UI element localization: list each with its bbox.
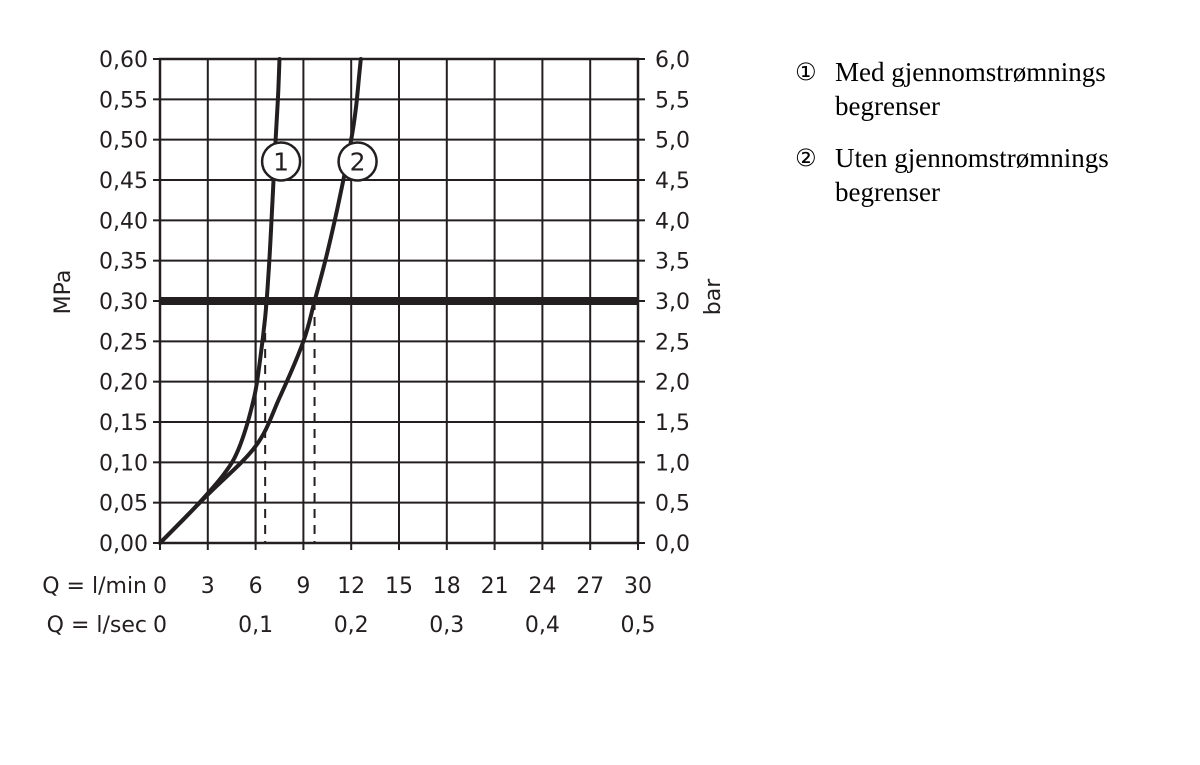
x-tick-label-lsec: 0,4 (525, 613, 560, 638)
x-tick-label-lmin: 15 (385, 574, 413, 599)
x-tick-label-lmin: 30 (624, 574, 652, 599)
y-tick-label-left: 0,40 (99, 209, 148, 234)
y-tick-label-right: 2,5 (655, 330, 690, 355)
y-tick-label-left: 0,35 (99, 250, 148, 275)
y-axis-label-left: MPa (51, 270, 76, 315)
y-tick-label-right: 1,5 (655, 411, 690, 436)
x-tick-label-lmin: 0 (153, 574, 167, 599)
y-tick-label-left: 0,60 (99, 48, 148, 73)
x-tick-label-lmin: 12 (337, 574, 365, 599)
y-tick-label-right: 3,5 (655, 250, 690, 275)
curve-marker-circle-1 (260, 141, 302, 182)
legend-marker-1: ① (795, 58, 817, 86)
legend: ① Med gjennomstrømnings begrenser ② Uten… (795, 55, 1190, 227)
y-tick-label-left: 0,45 (99, 169, 148, 194)
legend-text-1: Med gjennomstrømnings begrenser (835, 57, 1106, 121)
y-tick-label-left: 0,20 (99, 371, 148, 396)
y-tick-label-left: 0,05 (99, 492, 148, 517)
y-tick-label-right: 5,5 (655, 88, 690, 113)
y-tick-label-right: 0,5 (655, 492, 690, 517)
plot-frame (158, 57, 640, 545)
y-tick-label-right: 4,0 (655, 209, 690, 234)
y-tick-label-left: 0,00 (99, 532, 148, 557)
x-tick-label-lmin: 21 (481, 574, 509, 599)
x-axis-label-lmin: Q = l/min (42, 574, 147, 599)
y-tick-label-right: 2,0 (655, 371, 690, 396)
curve-marker-circle-2 (337, 141, 378, 182)
y-axis-label-right: bar (701, 278, 726, 315)
y-tick-label-right: 3,0 (655, 290, 690, 315)
legend-item-2: ② Uten gjennomstrømnings begrenser (795, 141, 1190, 209)
curve-marker-label-2: 2 (350, 147, 366, 176)
curve-marker-label-1: 1 (273, 147, 289, 176)
x-tick-label-lsec: 0,2 (334, 613, 369, 638)
y-tick-label-left: 0,55 (99, 88, 148, 113)
tick-labels: 0 3 6 9 12 15 18 21 24 27 300 0,1 0,2 0,3 0,4 0,50,00 0,… (99, 48, 690, 638)
y-tick-label-left: 0,30 (99, 290, 148, 315)
y-tick-label-left: 0,50 (99, 129, 148, 154)
legend-text-2: Uten gjennomstrømnings begrenser (835, 143, 1109, 207)
x-axis-label-lsec: Q = l/sec (47, 613, 147, 638)
x-tick-label-lmin: 18 (433, 574, 461, 599)
x-tick-label-lsec: 0,5 (621, 613, 656, 638)
x-tick-label-lmin: 3 (201, 574, 215, 599)
y-tick-label-right: 0,0 (655, 532, 690, 557)
x-tick-label-lsec: 0 (153, 613, 167, 638)
y-tick-label-right: 5,0 (655, 129, 690, 154)
legend-item-1: ① Med gjennomstrømnings begrenser (795, 55, 1190, 123)
x-tick-label-lmin: 24 (528, 574, 556, 599)
legend-marker-2: ② (795, 144, 817, 172)
y-tick-label-left: 0,25 (99, 330, 148, 355)
x-tick-label-lsec: 0,3 (429, 613, 464, 638)
y-tick-label-right: 4,5 (655, 169, 690, 194)
x-tick-label-lmin: 27 (576, 574, 604, 599)
pressure-flow-chart: 0 3 6 9 12 15 18 21 24 27 300 0,1 0,2 0,3 0,4 0,50,00 0,… (42, 48, 726, 638)
y-tick-label-left: 0,15 (99, 411, 148, 436)
y-tick-label-left: 0,10 (99, 451, 148, 476)
axes (153, 57, 645, 550)
series-line-2 (158, 57, 363, 545)
y-tick-label-right: 1,0 (655, 451, 690, 476)
x-tick-label-lsec: 0,1 (238, 613, 273, 638)
y-tick-label-right: 6,0 (655, 48, 690, 73)
x-tick-label-lmin: 9 (296, 574, 310, 599)
x-tick-label-lmin: 6 (249, 574, 263, 599)
